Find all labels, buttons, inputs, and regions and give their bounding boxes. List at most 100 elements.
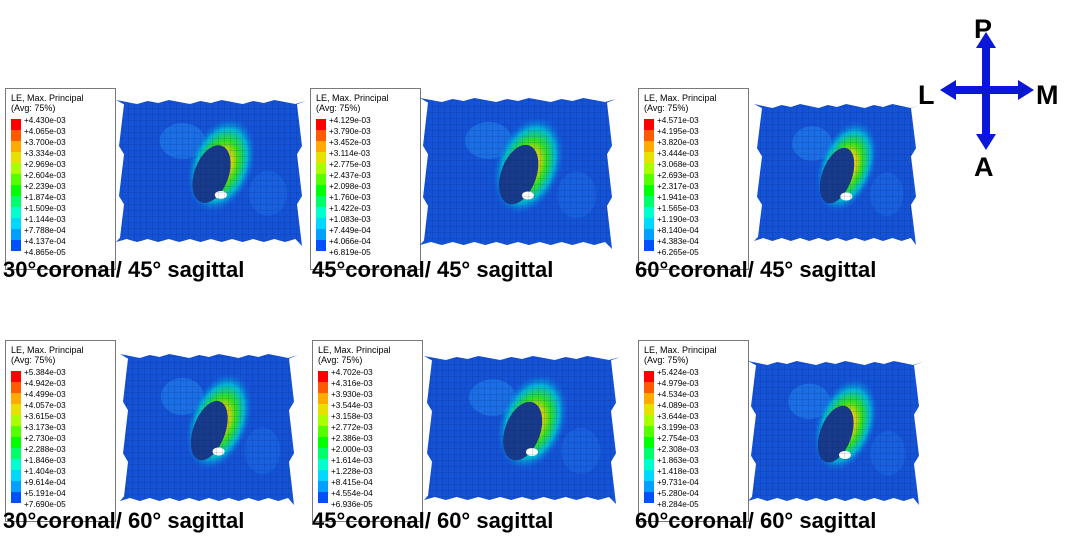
legend-values: +4.571e-03 +4.195e-03 +3.820e-03 +3.444e-03… — [657, 115, 699, 258]
legend-value: +3.068e-03 — [657, 160, 699, 169]
color-swatch — [318, 371, 328, 382]
color-swatch — [11, 426, 21, 437]
legend-values: +4.129e-03 +3.790e-03 +3.452e-03 +3.114e-03… — [329, 115, 371, 258]
legend-value: +7.788e-04 — [24, 226, 66, 235]
color-swatch — [644, 393, 654, 404]
legend-value: +4.979e-03 — [657, 379, 699, 388]
color-swatch — [11, 240, 21, 251]
color-swatch — [11, 459, 21, 470]
color-swatch — [316, 196, 326, 207]
legend-value: +2.308e-03 — [657, 445, 699, 454]
color-swatch — [11, 141, 21, 152]
color-swatch — [11, 404, 21, 415]
color-scale — [644, 371, 654, 503]
legend-title: LE, Max. Principal — [644, 93, 717, 103]
legend-value: +2.772e-03 — [331, 423, 373, 432]
color-swatch — [644, 141, 654, 152]
legend-value: +2.239e-03 — [24, 182, 66, 191]
legend-values: +4.430e-03 +4.065e-03 +3.700e-03 +3.334e-03… — [24, 115, 66, 258]
legend-value: +2.437e-03 — [329, 171, 371, 180]
legend-value: +5.424e-03 — [657, 368, 699, 377]
color-swatch — [316, 185, 326, 196]
color-swatch — [644, 163, 654, 174]
legend-value: +3.790e-03 — [329, 127, 371, 136]
legend-value: +2.693e-03 — [657, 171, 699, 180]
legend-value: +3.930e-03 — [331, 390, 373, 399]
legend-value: +2.969e-03 — [24, 160, 66, 169]
legend-value: +1.228e-03 — [331, 467, 373, 476]
color-swatch — [316, 207, 326, 218]
color-swatch — [11, 371, 21, 382]
legend-value: +3.334e-03 — [24, 149, 66, 158]
color-swatch — [644, 404, 654, 415]
color-swatch — [316, 130, 326, 141]
legend-value: +2.386e-03 — [331, 434, 373, 443]
legend-value: +1.565e-03 — [657, 204, 699, 213]
strain-contour-plot — [420, 98, 616, 249]
color-swatch — [318, 492, 328, 503]
color-swatch — [11, 174, 21, 185]
legend-value: +6.265e-05 — [657, 248, 699, 257]
color-swatch — [644, 481, 654, 492]
legend-values: +5.384e-03 +4.942e-03 +4.499e-03 +4.057e-03… — [24, 367, 66, 510]
panel-caption: 30°coronal/ 60° sagittal — [3, 508, 245, 533]
color-scale — [318, 371, 328, 503]
color-swatch — [318, 393, 328, 404]
color-swatch — [644, 448, 654, 459]
panel-caption: 30°coronal/ 45° sagittal — [3, 257, 245, 282]
legend-value: +1.190e-03 — [657, 215, 699, 224]
strain-legend: LE, Max. Principal (Avg: 75%) +4.571e-03 +4… — [638, 88, 749, 270]
legend-value: +1.846e-03 — [24, 456, 66, 465]
legend-value: +3.444e-03 — [657, 149, 699, 158]
color-swatch — [11, 207, 21, 218]
legend-values: +5.424e-03 +4.979e-03 +4.534e-03 +4.089e-03… — [657, 367, 699, 510]
panel-caption: 45°coronal/ 60° sagittal — [312, 508, 554, 533]
legend-value: +1.614e-03 — [331, 456, 373, 465]
strain-legend: LE, Max. Principal (Avg: 75%) +4.430e-03 +4… — [5, 88, 116, 270]
color-swatch — [11, 393, 21, 404]
color-swatch — [11, 492, 21, 503]
legend-value: +4.089e-03 — [657, 401, 699, 410]
color-swatch — [316, 141, 326, 152]
strain-contour-plot — [754, 104, 920, 245]
legend-title: LE, Max. Principal — [316, 93, 389, 103]
legend-value: +2.604e-03 — [24, 171, 66, 180]
legend-value: +2.288e-03 — [24, 445, 66, 454]
legend-subtitle: (Avg: 75%) — [11, 103, 56, 113]
color-scale — [11, 371, 21, 503]
legend-value: +4.865e-05 — [24, 248, 66, 257]
color-swatch — [11, 196, 21, 207]
color-swatch — [11, 470, 21, 481]
color-swatch — [11, 382, 21, 393]
legend-value: +2.730e-03 — [24, 434, 66, 443]
legend-value: +8.284e-05 — [657, 500, 699, 509]
legend-subtitle: (Avg: 75%) — [11, 355, 56, 365]
color-swatch — [11, 119, 21, 130]
color-swatch — [318, 459, 328, 470]
color-scale — [316, 119, 326, 251]
strain-legend: LE, Max. Principal (Avg: 75%) +4.129e-03 +3… — [310, 88, 421, 270]
color-swatch — [11, 130, 21, 141]
color-swatch — [11, 415, 21, 426]
color-swatch — [318, 382, 328, 393]
legend-values: +4.702e-03 +4.316e-03 +3.930e-03 +3.544e-03… — [331, 367, 373, 510]
legend-value: +4.499e-03 — [24, 390, 66, 399]
color-swatch — [644, 185, 654, 196]
legend-value: +4.057e-03 — [24, 401, 66, 410]
color-swatch — [644, 218, 654, 229]
legend-title: LE, Max. Principal — [644, 345, 717, 355]
strain-contour-plot — [748, 361, 923, 505]
legend-subtitle: (Avg: 75%) — [644, 355, 689, 365]
legend-value: +4.571e-03 — [657, 116, 699, 125]
compass-label-up: P — [974, 14, 993, 44]
legend-value: +4.065e-03 — [24, 127, 66, 136]
orientation-compass: P A L M — [918, 14, 1068, 188]
strain-legend: LE, Max. Principal (Avg: 75%) +4.702e-03 +4… — [312, 340, 423, 522]
legend-value: +4.702e-03 — [331, 368, 373, 377]
legend-value: +4.066e-04 — [329, 237, 371, 246]
legend-value: +5.191e-04 — [24, 489, 66, 498]
color-swatch — [11, 152, 21, 163]
legend-value: +9.731e-04 — [657, 478, 699, 487]
legend-value: +3.544e-03 — [331, 401, 373, 410]
color-swatch — [11, 229, 21, 240]
